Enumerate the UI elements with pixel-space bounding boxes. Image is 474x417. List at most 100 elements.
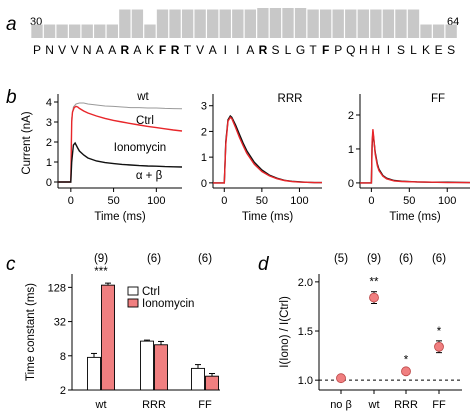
trace-ionomycin (58, 105, 183, 183)
residue-letter: S (271, 43, 279, 57)
residue-letter: V (196, 43, 204, 57)
residue-letter: I (224, 43, 227, 57)
residue-letter: E (435, 43, 443, 57)
data-point (434, 341, 444, 352)
bar-ionomycin (101, 284, 115, 391)
y-axis-title: Time constant (ms) (25, 283, 37, 381)
residue-letter: S (397, 43, 405, 57)
trace-ctrl (58, 102, 183, 183)
category-label: RRR (142, 399, 166, 411)
y-axis-title: I(Iono) / I(Ctrl) (279, 296, 291, 368)
n-label: (6) (432, 253, 446, 265)
n-label: (6) (399, 253, 413, 265)
y-tick-label: 2 (46, 137, 52, 149)
residue-letter: V (58, 43, 66, 57)
trace-ionomycin (213, 116, 322, 184)
residue-letter: I (387, 43, 390, 57)
conservation-bar (319, 9, 332, 38)
legend-label: Ionomycin (142, 298, 194, 310)
residue-letter: K (146, 43, 154, 57)
x-axis-title: Time (ms) (242, 211, 293, 223)
residue-letter: L (285, 43, 292, 57)
residue-letter: A (96, 43, 104, 57)
y-axis-title: Current (nA) (21, 111, 33, 174)
bar-ionomycin (205, 375, 219, 391)
conservation-bar (207, 9, 219, 38)
y-tick-label: 1.0 (298, 375, 313, 387)
x-tick-label: 0 (221, 195, 227, 207)
residue-letter: P (334, 43, 342, 57)
significance-marker: *** (94, 266, 108, 278)
x-axis-title: Time (ms) (94, 211, 145, 223)
conservation-bar (219, 9, 231, 38)
residue-letter: S (447, 43, 455, 57)
panel-letter-d: d (258, 254, 270, 275)
conservation-bar (119, 9, 131, 38)
y-tick-label: 1 (348, 144, 354, 156)
residue-letter: R (121, 43, 130, 57)
n-label: (6) (198, 253, 212, 265)
conservation-bar (269, 8, 282, 38)
conservation-bars (31, 8, 457, 38)
conservation-bar (445, 24, 457, 38)
residue-letter: K (422, 43, 430, 57)
x-tick-label: 50 (256, 195, 268, 207)
annotation-alpha-beta: α + β (136, 170, 163, 182)
y-tick-label: 0 (348, 178, 354, 190)
x-tick-label: 0 (68, 195, 74, 207)
residue-letter: I (236, 43, 239, 57)
y-tick-label: 0 (46, 177, 52, 189)
conservation-bar (332, 9, 344, 38)
y-tick-label: 2 (60, 385, 66, 397)
y-tick-label: 3 (46, 117, 52, 129)
n-label: (5) (334, 253, 348, 265)
annotation-ionomycin: Ionomycin (114, 142, 166, 154)
bar-ctrl (87, 356, 101, 391)
legend-swatch (127, 286, 139, 296)
conservation-bar (432, 24, 445, 38)
residue-letter: A (209, 43, 217, 57)
residue-letter: A (108, 43, 116, 57)
residue-letter: H (359, 43, 368, 57)
conservation-bar (407, 9, 420, 38)
n-label: (9) (94, 253, 108, 265)
y-tick-label: 1 (201, 152, 207, 164)
conservation-bar (420, 24, 432, 38)
category-label: no β (330, 399, 352, 411)
panel-letter-a: a (6, 14, 17, 35)
category-label: wt (95, 399, 107, 411)
y-tick-label: 1.5 (298, 326, 313, 338)
conservation-bar (144, 24, 156, 38)
category-label: wt (368, 399, 380, 411)
x-tick-label: 50 (403, 195, 415, 207)
conservation-bar (232, 9, 244, 38)
y-tick-label: 2.0 (298, 277, 313, 289)
data-point (369, 292, 379, 303)
residue-letter: N (83, 43, 92, 57)
legend-swatch (127, 298, 139, 308)
legend-label: Ctrl (142, 286, 160, 298)
residue-letter: A (133, 43, 141, 57)
significance-marker: ** (370, 277, 379, 289)
y-tick-label: 3 (201, 101, 207, 113)
y-tick-label: 128 (48, 282, 66, 294)
conservation-bar (68, 24, 81, 38)
conservation-bar (345, 9, 357, 38)
conservation-bar (31, 24, 43, 38)
conservation-bar (257, 8, 269, 38)
conservation-bar (169, 9, 181, 38)
panel-letter-b: b (6, 87, 17, 108)
conservation-bar (131, 9, 144, 38)
trace-ionomycin (360, 129, 470, 184)
significance-marker: * (404, 354, 409, 366)
x-tick-label: 100 (438, 195, 456, 207)
category-label: RRR (394, 399, 418, 411)
y-tick-label: 1 (46, 157, 52, 169)
residue-letter: T (309, 43, 317, 57)
panel-letter-c: c (6, 254, 16, 275)
conservation-bar (106, 24, 118, 38)
y-tick-label: 4 (46, 97, 52, 109)
